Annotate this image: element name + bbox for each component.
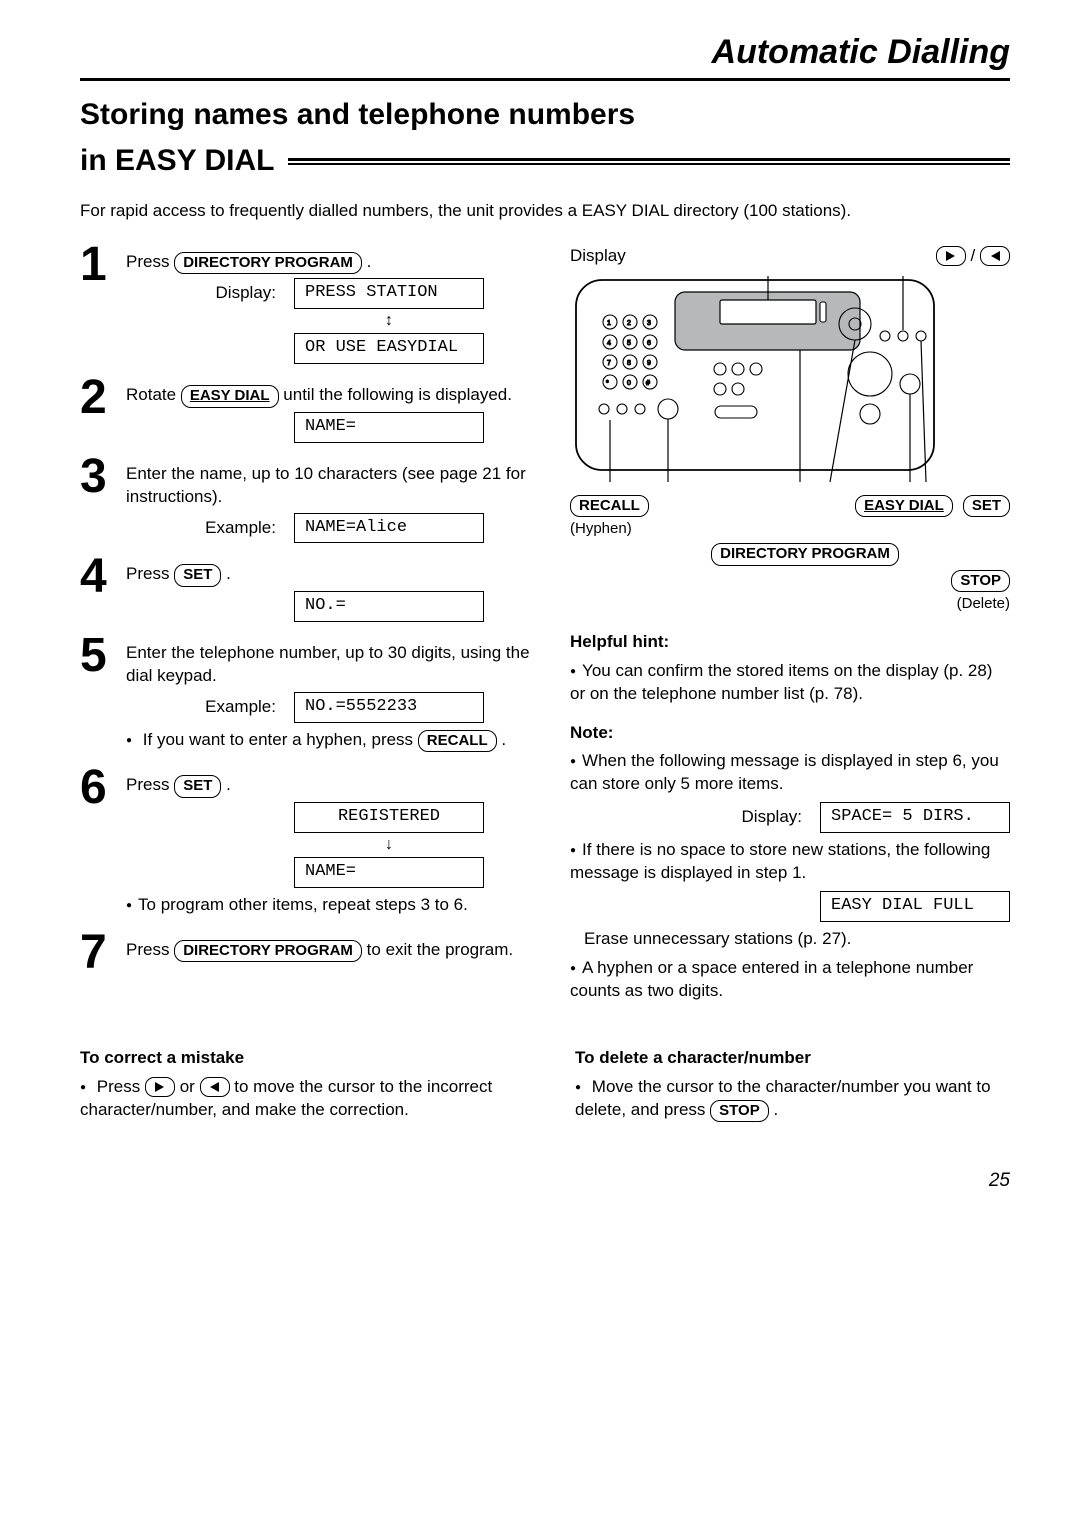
step5-text: Enter the telephone number, up to 30 dig… — [126, 642, 540, 688]
svg-text:1: 1 — [607, 320, 611, 327]
note-tail: Erase unnecessary stations (p. 27). — [584, 928, 1010, 951]
set-key: SET — [174, 564, 221, 587]
step6-pre: Press — [126, 775, 174, 794]
updown-arrow-icon: ↕ — [294, 313, 484, 329]
recall-key: RECALL — [418, 730, 497, 753]
note-display-label: Display: — [742, 806, 802, 829]
easy-dial-label: EASY DIAL — [855, 495, 953, 518]
section-title: Automatic Dialling — [80, 30, 1010, 81]
step2-b: until the following is displayed. — [283, 385, 512, 404]
step6-repeat-bullet: To program other items, repeat steps 3 t… — [126, 894, 540, 917]
step1-post: . — [367, 252, 372, 271]
nav-right-icon — [145, 1077, 175, 1097]
page-title-2: in EASY DIAL — [80, 141, 274, 182]
note-bullet-3: A hyphen or a space entered in a telepho… — [570, 957, 1010, 1003]
step-5: 5 Enter the telephone number, up to 30 d… — [80, 636, 540, 758]
display-label: Display: — [126, 282, 276, 305]
step-7: 7 Press DIRECTORY PROGRAM to exit the pr… — [80, 933, 540, 974]
step2-a: Rotate — [126, 385, 181, 404]
step4-pre: Press — [126, 564, 174, 583]
step-number: 1 — [80, 243, 126, 286]
svg-text:8: 8 — [627, 360, 631, 367]
step-number: 7 — [80, 931, 126, 974]
note-bullet-1: When the following message is displayed … — [570, 750, 1010, 796]
step-1: 1 Press DIRECTORY PROGRAM . Display: PRE… — [80, 245, 540, 368]
stop-key: STOP — [710, 1100, 769, 1123]
step4-post: . — [226, 564, 231, 583]
nav-right-icon — [936, 246, 966, 266]
step-number: 3 — [80, 455, 126, 498]
correct-mistake-heading: To correct a mistake — [80, 1047, 515, 1070]
lcd-press-station: PRESS STATION — [294, 278, 484, 309]
step-number: 5 — [80, 634, 126, 677]
svg-text:*: * — [606, 380, 609, 387]
page-number: 25 — [80, 1168, 1010, 1194]
helpful-hint-heading: Helpful hint: — [570, 631, 1010, 654]
lcd-name-blank-2: NAME= — [294, 857, 484, 888]
nav-left-icon — [980, 246, 1010, 266]
lcd-registered: REGISTERED — [294, 802, 484, 833]
lcd-no-blank: NO.= — [294, 591, 484, 622]
example-label: Example: — [126, 517, 276, 540]
svg-text:3: 3 — [647, 320, 651, 327]
step5-hyphen-bullet: If you want to enter a hyphen, press REC… — [126, 729, 540, 753]
display-label-right: Display — [570, 245, 626, 268]
lcd-name-alice: NAME=Alice — [294, 513, 484, 544]
lcd-easy-dial-full: EASY DIAL FULL — [820, 891, 1010, 922]
directory-program-key: DIRECTORY PROGRAM — [174, 252, 362, 275]
step-2: 2 Rotate EASY DIAL until the following i… — [80, 378, 540, 446]
correct-mistake-bullet: Press or to move the cursor to the incor… — [80, 1076, 515, 1122]
svg-text:6: 6 — [647, 340, 651, 347]
note-heading: Note: — [570, 722, 1010, 745]
note-bullet-2: If there is no space to store new statio… — [570, 839, 1010, 885]
lcd-name-blank: NAME= — [294, 412, 484, 443]
svg-text:2: 2 — [627, 320, 631, 327]
title-rule — [288, 158, 1010, 165]
down-arrow-icon: ↓ — [294, 837, 484, 853]
recall-sublabel: (Hyphen) — [570, 519, 649, 539]
delete-char-heading: To delete a character/number — [575, 1047, 1010, 1070]
step-number: 2 — [80, 376, 126, 419]
step7-a: Press — [126, 940, 174, 959]
nav-left-icon — [200, 1077, 230, 1097]
lcd-space-5-dirs: SPACE= 5 DIRS. — [820, 802, 1010, 833]
lcd-no-number: NO.=5552233 — [294, 692, 484, 723]
step-number: 4 — [80, 555, 126, 598]
step3-text: Enter the name, up to 10 characters (see… — [126, 463, 540, 509]
svg-text:#: # — [646, 380, 650, 387]
svg-text:5: 5 — [627, 340, 631, 347]
svg-text:0: 0 — [627, 380, 631, 387]
directory-program-key: DIRECTORY PROGRAM — [174, 940, 362, 963]
step-6: 6 Press SET . REGISTERED ↓ NAME= — [80, 768, 540, 922]
lcd-easydial: OR USE EASYDIAL — [294, 333, 484, 364]
intro-text: For rapid access to frequently dialled n… — [80, 200, 1010, 223]
step7-b: to exit the program. — [367, 940, 513, 959]
step-4: 4 Press SET . NO.= — [80, 557, 540, 625]
delete-char-bullet: Move the cursor to the character/number … — [575, 1076, 1010, 1122]
example-label: Example: — [126, 696, 276, 719]
step1-pre: Press — [126, 252, 174, 271]
directory-program-label: DIRECTORY PROGRAM — [711, 543, 899, 566]
svg-text:7: 7 — [607, 360, 611, 367]
svg-text:4: 4 — [607, 340, 611, 347]
svg-text:9: 9 — [647, 360, 651, 367]
easy-dial-key: EASY DIAL — [181, 385, 279, 408]
step-number: 6 — [80, 766, 126, 809]
recall-label: RECALL — [570, 495, 649, 518]
step-3: 3 Enter the name, up to 10 characters (s… — [80, 457, 540, 548]
hint-bullet: You can confirm the stored items on the … — [570, 660, 1010, 706]
set-key: SET — [174, 775, 221, 798]
set-label: SET — [963, 495, 1010, 518]
device-diagram: 1 2 3 4 5 6 7 8 9 * 0 # — [570, 274, 940, 484]
step6-post: . — [226, 775, 231, 794]
page-title-1: Storing names and telephone numbers — [80, 95, 1010, 136]
stop-label: STOP — [951, 570, 1010, 593]
stop-sublabel: (Delete) — [957, 594, 1010, 614]
